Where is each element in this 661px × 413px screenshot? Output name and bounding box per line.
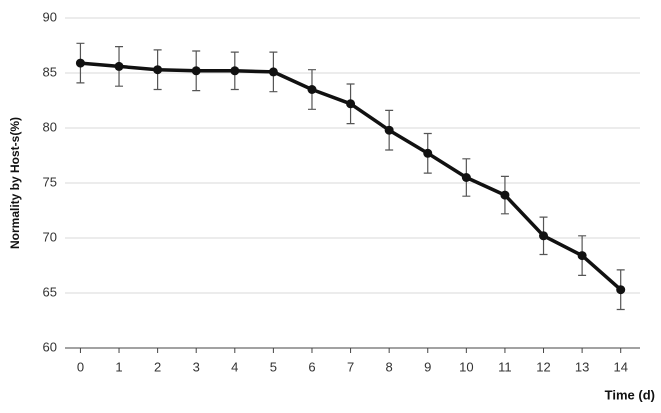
data-point [153, 65, 163, 75]
data-point [500, 190, 510, 200]
x-tick-label: 0 [77, 359, 84, 374]
x-tick-label: 3 [193, 359, 200, 374]
data-point [268, 67, 278, 77]
x-tick-label: 10 [459, 359, 473, 374]
y-tick-label: 85 [43, 64, 57, 79]
data-point [114, 61, 124, 71]
x-axis-title: Time (d) [605, 387, 655, 402]
y-axis-title: Normality by Host-s(%) [8, 117, 22, 249]
x-tick-label: 2 [154, 359, 161, 374]
data-point [346, 99, 356, 109]
data-point [539, 231, 549, 241]
y-tick-label: 75 [43, 174, 57, 189]
x-tick-label: 12 [536, 359, 550, 374]
data-point [75, 58, 85, 68]
x-tick-label: 4 [231, 359, 238, 374]
y-tick-label: 80 [43, 119, 57, 134]
data-point [307, 85, 317, 94]
x-tick-label: 8 [386, 359, 393, 374]
data-point [423, 148, 433, 158]
data-point [191, 66, 201, 76]
data-point [461, 173, 471, 182]
data-point [577, 251, 587, 261]
x-tick-label: 7 [347, 359, 354, 374]
x-tick-label: 9 [424, 359, 431, 374]
x-tick-label: 6 [308, 359, 315, 374]
y-tick-label: 60 [43, 339, 57, 354]
x-tick-label: 14 [613, 359, 627, 374]
y-tick-label: 65 [43, 284, 57, 299]
data-point [384, 125, 394, 135]
x-tick-label: 11 [498, 359, 512, 374]
data-point [616, 285, 626, 295]
y-tick-label: 70 [43, 229, 57, 244]
x-tick-label: 1 [115, 359, 122, 374]
x-tick-label: 5 [270, 359, 277, 374]
data-point [230, 66, 240, 76]
y-tick-label: 90 [43, 9, 57, 24]
x-tick-label: 13 [575, 359, 589, 374]
